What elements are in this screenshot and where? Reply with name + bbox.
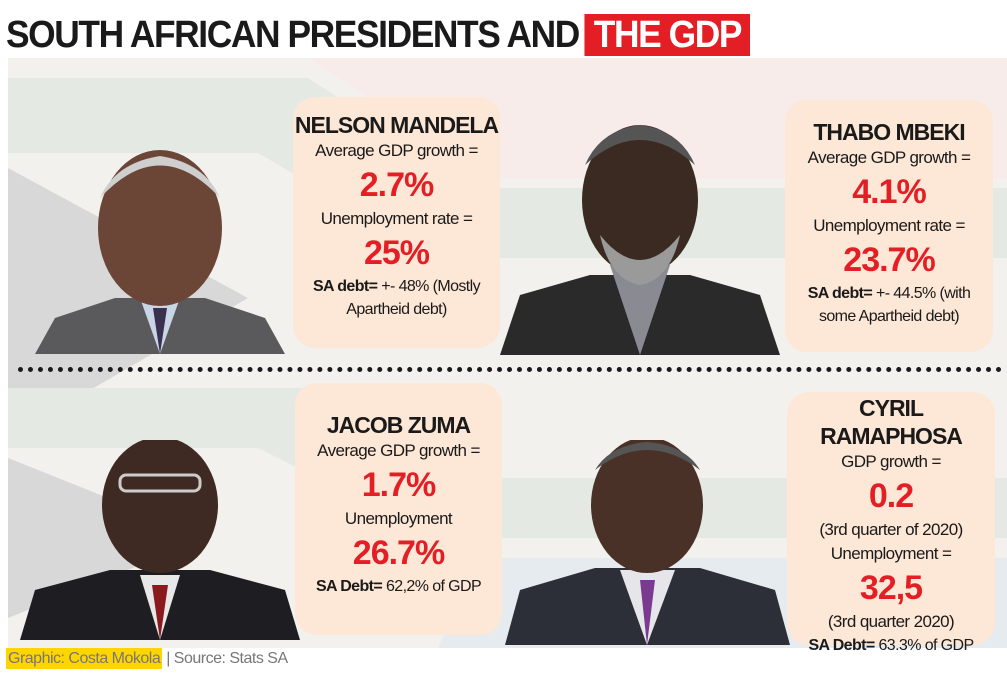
unemployment-note: (3rd quarter 2020) [827,612,955,631]
card-mandela: NELSON MANDELA Average GDP growth = 2.7%… [293,97,500,348]
president-name: JACOB ZUMA [326,412,471,438]
debt-text: SA Debt= 62,2% of GDP [315,578,482,595]
source-text: | Source: Stats SA [166,650,288,667]
ramaphosa-photo [505,440,790,645]
footer: Graphic: Costa Mokola | Source: Stats SA [6,648,288,669]
unemployment-value: 23.7% [843,241,935,279]
debt-text: SA debt= +- 44.5% (with some Apartheid d… [807,285,971,325]
page-title: SOUTH AFRICAN PRESIDENTS AND THE GDP [6,14,751,57]
card-ramaphosa: CYRIL RAMAPHOSA GDP growth = 0.2 (3rd qu… [787,392,995,654]
debt-text: SA debt= +- 48% (Mostly Apartheid debt) [312,278,481,318]
gdp-note: (3rd quarter of 2020) [819,520,963,539]
unemployment-label: Unemployment rate = [320,209,473,228]
mbeki-photo [500,125,780,355]
mandela-photo [35,150,285,354]
zuma-photo [20,440,300,640]
gdp-value: 2.7% [359,166,435,204]
unemployment-value: 32,5 [859,569,923,607]
gdp-label: Average GDP growth = [807,148,971,167]
president-name: THABO MBEKI [813,119,965,145]
graphic-credit: Graphic: Costa Mokola [6,648,163,669]
gdp-value: 4.1% [852,173,927,211]
card-zuma: JACOB ZUMA Average GDP growth = 1.7% Une… [295,383,502,635]
unemployment-label: Unemployment [344,509,453,528]
gdp-value: 0.2 [868,477,914,515]
gdp-label: Average GDP growth = [315,141,478,160]
president-name: CYRIL RAMAPHOSA [820,395,963,449]
gdp-label: Average GDP growth = [317,441,480,460]
unemployment-value: 25% [363,234,430,272]
card-mbeki: THABO MBEKI Average GDP growth = 4.1% Un… [785,100,993,352]
title-highlight: THE GDP [584,14,751,56]
president-name: NELSON MANDELA [294,112,499,138]
gdp-value: 1.7% [361,466,437,504]
gdp-label: GDP growth = [841,452,941,471]
unemployment-value: 26.7% [352,534,445,572]
unemployment-label: Unemployment rate = [813,216,965,235]
unemployment-label: Unemployment = [830,544,952,563]
debt-text: SA Debt= 63.3% of GDP [808,637,974,654]
section-divider [18,367,1002,372]
